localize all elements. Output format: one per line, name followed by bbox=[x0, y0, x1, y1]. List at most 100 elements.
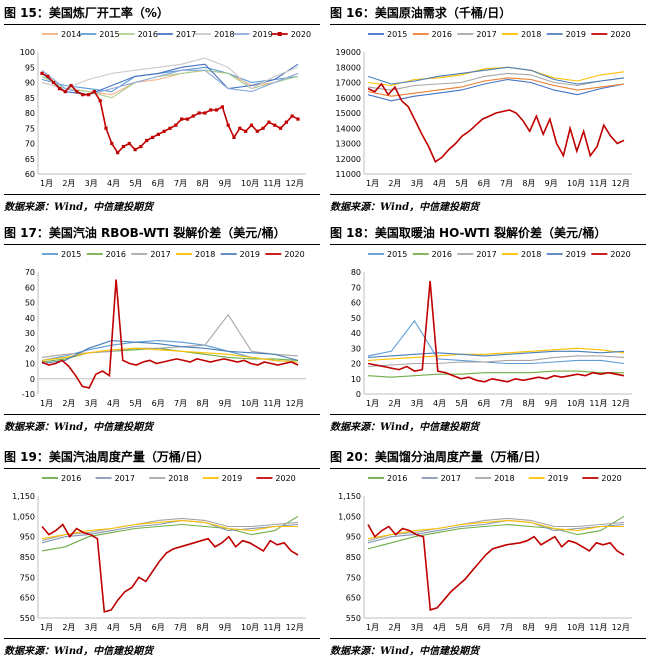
series-marker-2020 bbox=[273, 123, 277, 127]
x-tick-label: 6月 bbox=[152, 399, 165, 408]
series-line-2017 bbox=[367, 519, 625, 544]
x-tick-label: 3月 bbox=[85, 623, 98, 632]
y-tick-label: 18000 bbox=[336, 63, 361, 72]
x-tick-label: 8月 bbox=[196, 399, 209, 408]
x-tick-label: 3月 bbox=[411, 179, 424, 188]
y-tick-label: 17000 bbox=[336, 79, 361, 88]
series-marker-2020 bbox=[98, 99, 102, 103]
x-tick-label: 12月 bbox=[286, 623, 304, 632]
x-tick-label: 4月 bbox=[433, 179, 446, 188]
series-marker-2020 bbox=[197, 111, 201, 115]
x-tick-label: 5月 bbox=[455, 179, 468, 188]
series-marker-2020 bbox=[116, 151, 120, 155]
x-tick-label: 9月 bbox=[219, 399, 232, 408]
series-line-2018 bbox=[367, 347, 625, 361]
y-tick-label: 50 bbox=[351, 314, 361, 323]
panel-gasoline-production: 图 19：美国汽油周度产量（万桶/日） 550 650 750 850 950 1,050… bbox=[4, 446, 326, 666]
series-marker-2020 bbox=[249, 123, 254, 127]
series-marker-2020 bbox=[150, 135, 155, 139]
y-tick-label: 20 bbox=[25, 344, 35, 353]
series-marker-2020 bbox=[127, 141, 131, 146]
series-line-2017 bbox=[41, 519, 299, 544]
y-tick-label: 40 bbox=[25, 314, 35, 323]
legend-label-2017: 2017 bbox=[176, 30, 196, 39]
x-tick-label: 9月 bbox=[545, 179, 558, 188]
panel-refinery-utilization: 图 15：美国炼厂开工率（%） 60 65 70 75 80 85 90 95 100 1月 2月 3… bbox=[4, 2, 326, 222]
x-tick-label: 11月 bbox=[589, 623, 607, 632]
y-tick-label: 40 bbox=[351, 329, 361, 338]
chart-title: 图 15：美国炼厂开工率（%） bbox=[4, 2, 320, 25]
series-marker-2020 bbox=[92, 90, 96, 94]
source-note: 数据来源：Wind，中信建投期货 bbox=[4, 638, 320, 657]
x-tick-label: 12月 bbox=[612, 623, 630, 632]
y-tick-label: -10 bbox=[22, 390, 35, 399]
chart-svg-0: 60 65 70 75 80 85 90 95 100 1月 2月 3月 4月 5月 6月 7月 8月 9月 10月… bbox=[20, 30, 311, 188]
x-tick-label: 10月 bbox=[241, 623, 259, 632]
y-tick-label: 950 bbox=[346, 533, 361, 542]
x-tick-label: 10月 bbox=[241, 399, 259, 408]
x-tick-label: 2月 bbox=[388, 623, 401, 632]
x-tick-label: 4月 bbox=[107, 399, 120, 408]
x-tick-label: 2月 bbox=[388, 179, 401, 188]
y-tick-label: 65 bbox=[25, 155, 35, 164]
x-tick-label: 6月 bbox=[152, 623, 165, 632]
legend-label-2019: 2019 bbox=[548, 474, 568, 483]
series-line-2020 bbox=[41, 279, 299, 389]
chart-svg-5: 550 650 750 850 950 1,050 1,150 1月 2月 3月 4月 5月 6月 7月 8… bbox=[338, 474, 632, 632]
series-marker-2020 bbox=[296, 117, 300, 121]
y-tick-label: 19000 bbox=[336, 48, 361, 57]
series-line-2018 bbox=[367, 66, 625, 87]
legend-label-2019: 2019 bbox=[222, 474, 242, 483]
legend-label-2016: 2016 bbox=[106, 250, 126, 259]
x-tick-label: 12月 bbox=[612, 399, 630, 408]
x-tick-label: 11月 bbox=[263, 623, 281, 632]
y-tick-label: 15000 bbox=[336, 109, 361, 118]
y-tick-label: 16000 bbox=[336, 94, 361, 103]
series-marker-2020 bbox=[203, 111, 207, 115]
series-marker-2020 bbox=[81, 93, 85, 97]
series-marker-2020 bbox=[226, 123, 230, 127]
legend-label-2017: 2017 bbox=[476, 30, 496, 39]
series-marker-2020 bbox=[46, 74, 50, 78]
series-marker-2020 bbox=[284, 120, 288, 124]
x-tick-label: 4月 bbox=[433, 623, 446, 632]
chart-title: 图 18：美国取暖油 HO-WTI 裂解价差（美元/桶） bbox=[330, 222, 646, 245]
legend-label-2017: 2017 bbox=[441, 474, 461, 483]
series-line-2019 bbox=[41, 340, 299, 365]
series-marker-2020 bbox=[86, 93, 91, 97]
legend-label-2017: 2017 bbox=[115, 474, 135, 483]
legend-label-2020: 2020 bbox=[275, 474, 295, 483]
panel-crude-demand: 图 16：美国原油需求（千桶/日） 11000 12000 13000 14000 15… bbox=[330, 2, 646, 222]
series-line-2019 bbox=[367, 66, 625, 85]
x-tick-label: 9月 bbox=[545, 623, 558, 632]
legend-label-2018: 2018 bbox=[195, 250, 215, 259]
x-tick-label: 6月 bbox=[152, 179, 165, 188]
series-line-2016 bbox=[367, 370, 624, 378]
y-tick-label: 950 bbox=[20, 533, 35, 542]
series-line-2020 bbox=[41, 523, 299, 613]
series-marker-2020 bbox=[191, 114, 195, 118]
x-tick-label: 6月 bbox=[478, 179, 491, 188]
y-tick-label: 1,150 bbox=[338, 492, 361, 501]
legend-label-2019: 2019 bbox=[566, 250, 586, 259]
legend-label-2018: 2018 bbox=[521, 250, 541, 259]
x-tick-label: 8月 bbox=[522, 623, 535, 632]
y-tick-label: 50 bbox=[25, 299, 35, 308]
y-tick-label: 14000 bbox=[336, 124, 361, 133]
legend-label-2016: 2016 bbox=[432, 250, 452, 259]
x-tick-label: 7月 bbox=[174, 399, 187, 408]
series-marker-2020 bbox=[57, 87, 62, 91]
source-note: 数据来源：Wind，中信建投期货 bbox=[4, 414, 320, 433]
x-tick-label: 5月 bbox=[455, 399, 468, 408]
series-marker-2020 bbox=[174, 123, 178, 127]
y-tick-label: 70 bbox=[351, 283, 361, 292]
series-marker-2020 bbox=[209, 108, 213, 112]
y-tick-label: 550 bbox=[346, 614, 361, 623]
series-line-2018 bbox=[367, 517, 625, 542]
x-tick-label: 8月 bbox=[522, 399, 535, 408]
x-tick-label: 9月 bbox=[545, 399, 558, 408]
legend-label-2019: 2019 bbox=[566, 30, 586, 39]
legend-label-2015: 2015 bbox=[387, 30, 407, 39]
series-marker-2020 bbox=[121, 144, 126, 149]
x-tick-label: 8月 bbox=[522, 179, 535, 188]
